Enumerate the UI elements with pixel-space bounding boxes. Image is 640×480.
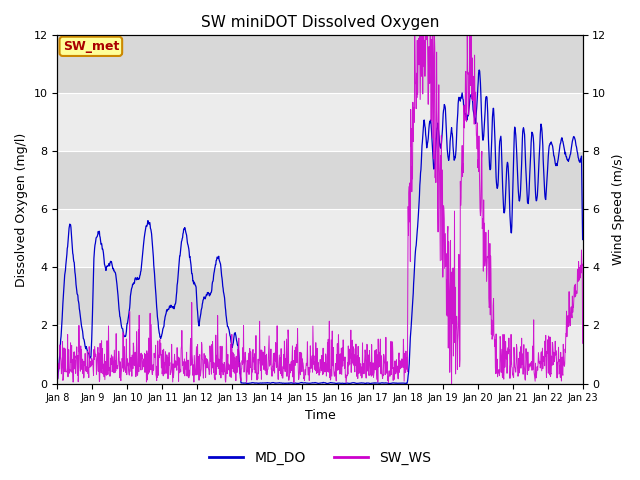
X-axis label: Time: Time [305,409,335,422]
Bar [58,209,582,267]
Bar [58,36,582,94]
Bar [58,151,582,209]
Bar [58,325,582,384]
Y-axis label: Wind Speed (m/s): Wind Speed (m/s) [612,154,625,265]
Bar [58,94,582,151]
Bar [58,267,582,325]
Text: SW_met: SW_met [63,40,119,53]
Title: SW miniDOT Dissolved Oxygen: SW miniDOT Dissolved Oxygen [201,15,439,30]
Y-axis label: Dissolved Oxygen (mg/l): Dissolved Oxygen (mg/l) [15,132,28,287]
Legend: MD_DO, SW_WS: MD_DO, SW_WS [203,445,437,471]
